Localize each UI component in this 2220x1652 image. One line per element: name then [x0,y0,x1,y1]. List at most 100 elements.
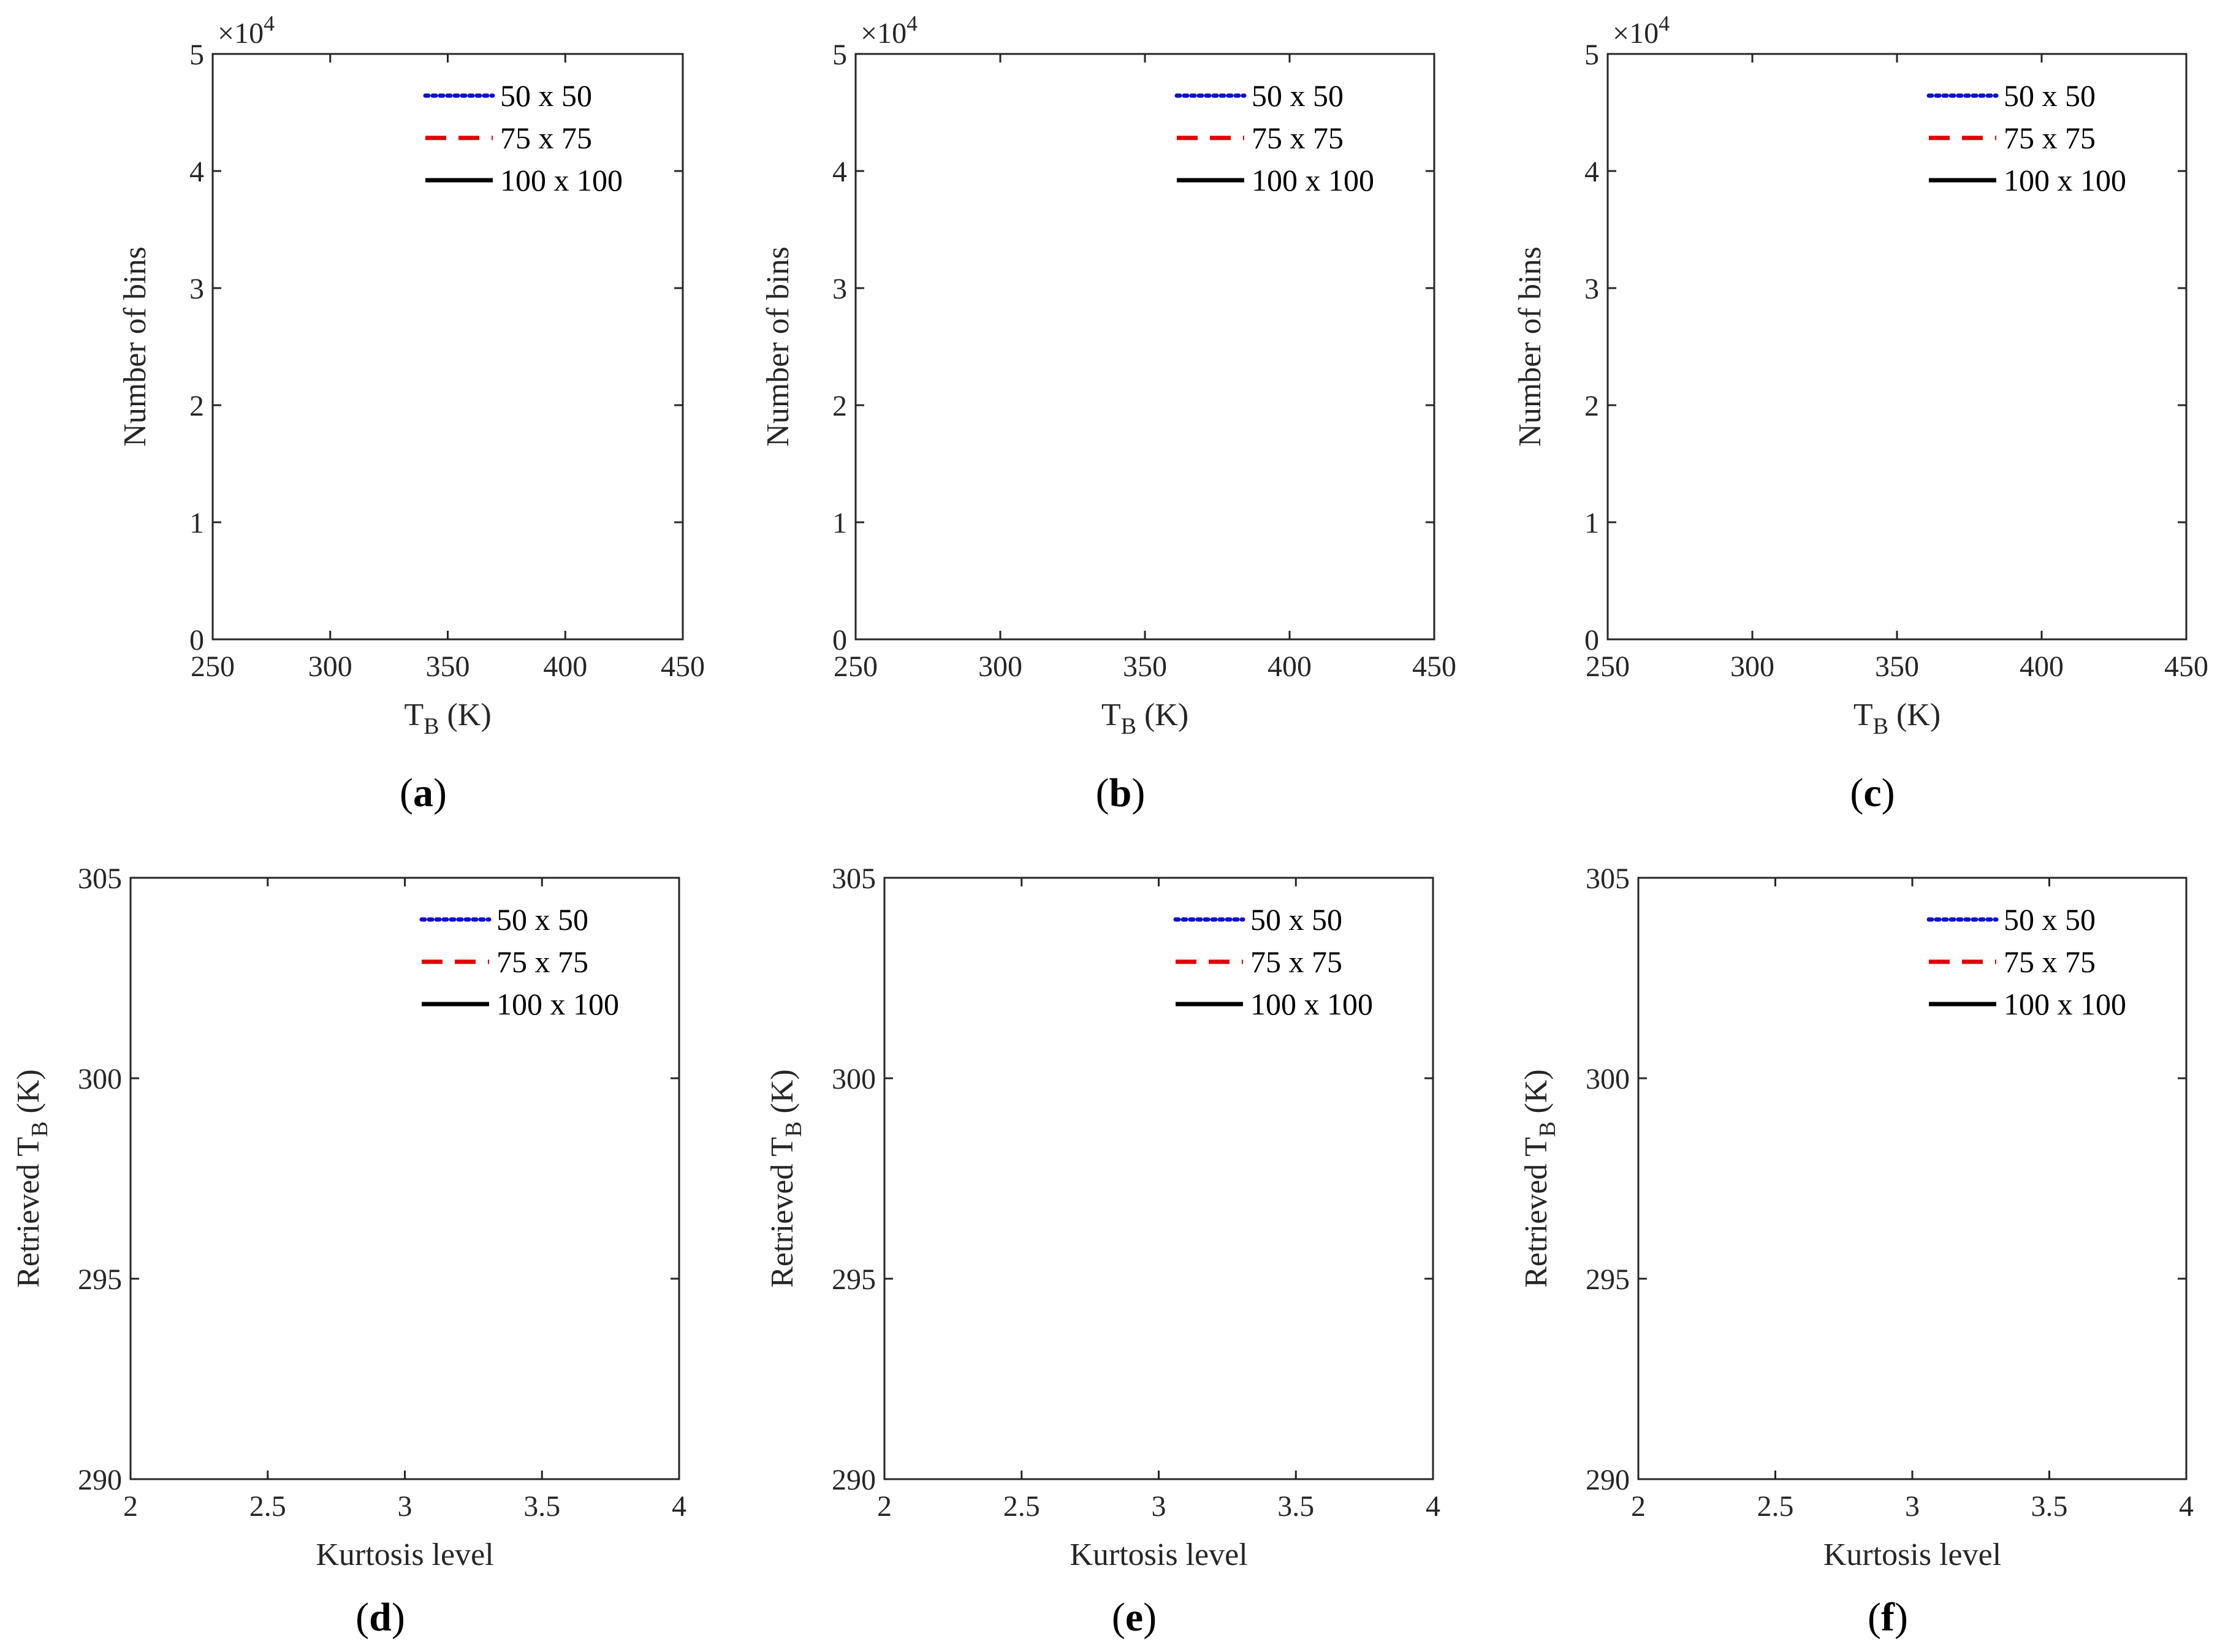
y-tick-label: 290 [78,1464,122,1496]
axes-frame [883,877,1434,1480]
y-tick-label: 300 [1586,1063,1630,1095]
x-tick-label: 300 [308,650,352,683]
caption-paren-open: ( [1096,771,1109,815]
legend-entry-label: 75 x 75 [1250,945,1342,979]
y-axis-label-unit: (K) [1519,1069,1554,1121]
x-tick-label: 300 [978,650,1022,683]
y-axis-label: Number of bins [761,246,796,446]
x-tick-label: 350 [1875,650,1919,683]
x-axis-label-unit: (K) [439,698,491,733]
legend-entry-label: 50 x 50 [496,902,588,937]
caption-paren-close: ) [1131,771,1145,815]
legend-entry-label: 100 x 100 [500,163,623,197]
y-axis-label-main: Retrieved T [11,1137,46,1288]
x-axis-label-sub: B [424,714,439,739]
axes-frame [129,877,680,1480]
x-tick-label: 400 [543,650,587,683]
caption-letter: e [1125,1595,1143,1640]
y-tick-label: 290 [1586,1464,1630,1496]
x-tick-label: 2 [123,1490,138,1523]
panel-e: 2 2.5 3 3.5 4 290 295 300 305 Kurtosis level Retri… [765,862,1440,1640]
caption-paren-close: ) [1143,1595,1157,1640]
legend-entry-label: 75 x 75 [2004,121,2096,155]
x-tick-label: 2.5 [1757,1490,1794,1523]
x-axis-label: Kurtosis level [1070,1537,1247,1572]
x-axis-label-unit: (K) [1136,698,1188,733]
x-tick-label: 400 [2020,650,2064,683]
y-axis-label: Number of bins [118,246,153,446]
caption-letter: c [1863,771,1881,815]
legend-entry-label: 100 x 100 [2004,163,2126,197]
x-axis-label-sub: B [1121,714,1136,739]
legend-entry-label: 100 x 100 [1250,987,1373,1021]
x-tick-label: 3.5 [2031,1490,2068,1523]
y-axis-label-main: Number of bins [761,246,796,446]
caption-letter: b [1109,771,1132,815]
legend-entry-label: 100 x 100 [1252,163,1374,197]
y-tick-label: 295 [78,1263,122,1296]
y-multiplier: ×104 [218,11,275,50]
y-tick-label: 0 [1584,624,1599,657]
panel-caption: (a) [400,771,447,815]
x-tick-label: 2 [1631,1490,1646,1523]
y-multiplier: ×104 [861,11,918,50]
y-tick-label: 305 [832,862,876,895]
y-tick-label: 5 [1584,39,1599,71]
y-tick-label: 300 [832,1063,876,1095]
legend-entry-label: 100 x 100 [2004,987,2126,1021]
y-tick-label: 4 [189,156,204,188]
y-axis-label-sub: B [1535,1121,1560,1136]
y-axis-label-main: Number of bins [1513,246,1548,446]
y-tick-label: 1 [832,507,847,539]
y-tick-label: 1 [1584,507,1599,539]
y-axis-label: Number of bins [1513,246,1548,446]
x-tick-label: 250 [191,650,235,683]
x-axis-label: TB (K) [1101,698,1188,739]
y-multiplier-base: ×10 [218,17,264,50]
y-axis-label-sub: B [27,1121,53,1136]
caption-letter: a [413,771,433,815]
y-multiplier-base: ×10 [861,17,907,50]
x-tick-label: 4 [1426,1490,1440,1523]
y-axis-label-unit: (K) [11,1069,46,1121]
x-tick-label: 3 [1152,1490,1166,1523]
y-tick-label: 3 [832,273,847,305]
panel-caption: (c) [1850,771,1895,815]
caption-letter: f [1881,1595,1895,1640]
x-axis-label-main: T [404,698,424,733]
legend-entry-label: 50 x 50 [500,78,592,113]
y-tick-label: 4 [1584,156,1599,188]
x-axis-label-main: Kurtosis level [1823,1537,2001,1572]
x-tick-label: 3.5 [1277,1490,1314,1523]
legend-entry-label: 50 x 50 [2004,902,2096,937]
legend-entry-label: 50 x 50 [1252,78,1344,113]
panel-caption: (e) [1112,1595,1157,1640]
x-axis-label-main: T [1853,698,1873,733]
y-tick-label: 290 [832,1464,876,1496]
x-tick-label: 4 [672,1490,686,1523]
x-axis-label-main: Kurtosis level [1070,1537,1247,1572]
axes-frame [211,53,684,641]
x-axis-label-unit: (K) [1888,698,1941,733]
y-tick-label: 3 [189,273,204,305]
y-tick-label: 5 [832,39,847,71]
x-tick-label: 3.5 [523,1490,560,1523]
y-tick-label: 0 [832,624,847,657]
panel-d: 2 2.5 3 3.5 4 290 295 300 305 Kurtosis level Retri… [11,862,686,1640]
legend-entry-label: 50 x 50 [2004,78,2096,113]
y-tick-label: 2 [189,390,204,422]
x-tick-label: 250 [1586,650,1630,683]
axes-frame [854,53,1435,641]
x-tick-label: 450 [2164,650,2208,683]
panel-f: 2 2.5 3 3.5 4 290 295 300 305 Kurtosis level Retri… [1519,862,2194,1640]
x-axis-label: TB (K) [404,698,491,739]
y-tick-label: 2 [832,390,847,422]
caption-paren-open: ( [355,1595,369,1640]
y-axis-label-main: Retrieved T [765,1137,800,1288]
axes-frame [1606,53,2188,641]
y-tick-label: 295 [1586,1263,1630,1296]
y-tick-label: 0 [189,624,204,657]
